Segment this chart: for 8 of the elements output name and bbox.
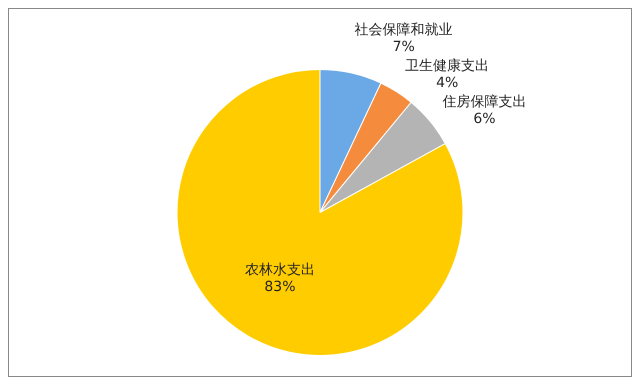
data-label: 83% (264, 278, 296, 295)
data-label: 6% (473, 110, 496, 127)
data-label: 4% (436, 74, 458, 91)
slice-label: 社会保障和就业 (354, 22, 453, 38)
slice-label: 住房保障支出 (442, 94, 527, 110)
slice-label: 农林水支出 (244, 262, 315, 278)
data-label: 7% (392, 38, 415, 55)
slice-label: 卫生健康支出 (405, 58, 490, 74)
